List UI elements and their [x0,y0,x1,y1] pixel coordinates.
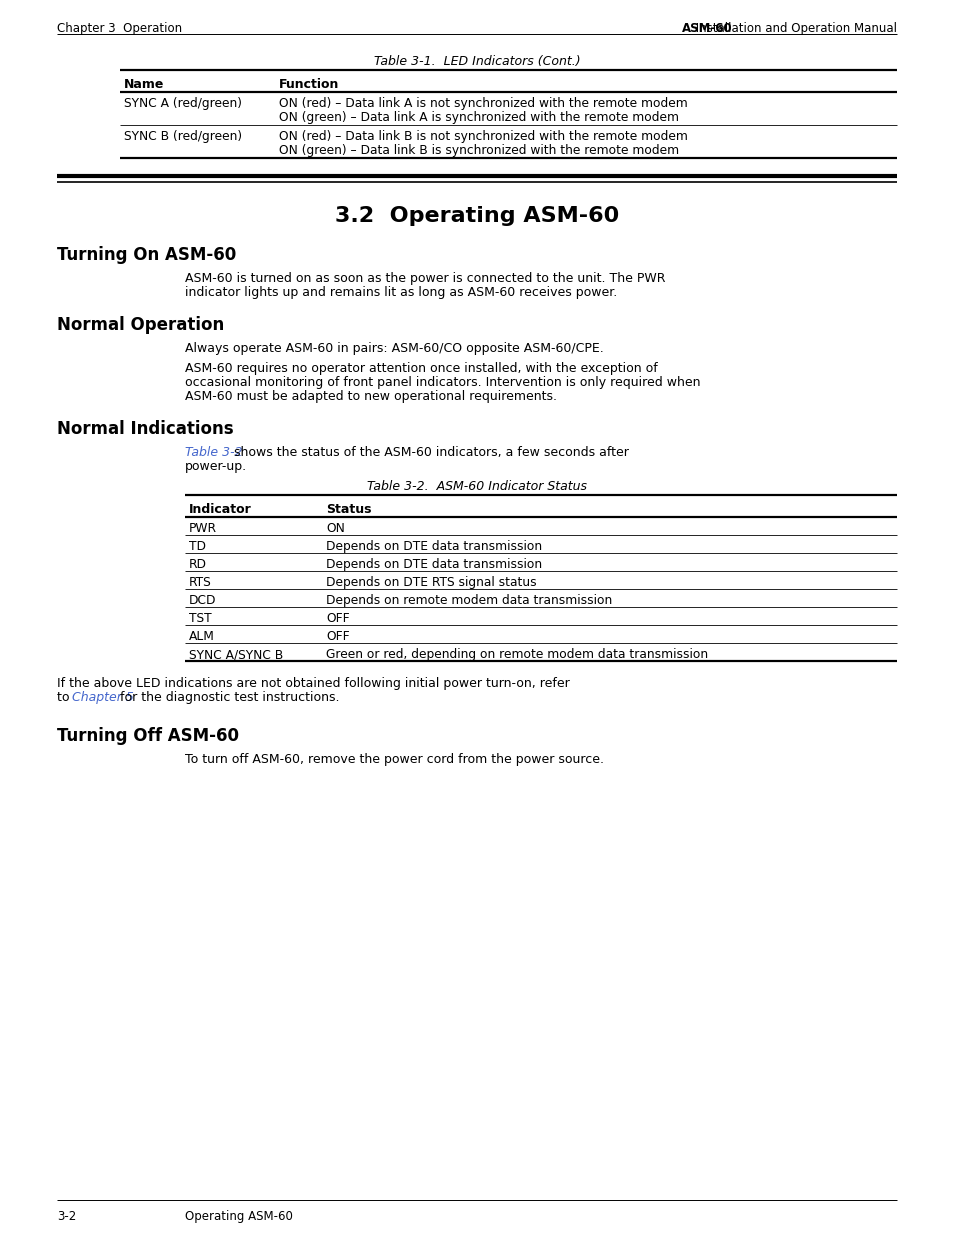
Text: RTS: RTS [189,576,212,589]
Text: ON (green) – Data link A is synchronized with the remote modem: ON (green) – Data link A is synchronized… [278,111,679,124]
Text: SYNC A (red/green): SYNC A (red/green) [124,98,242,110]
Text: ON (green) – Data link B is synchronized with the remote modem: ON (green) – Data link B is synchronized… [278,144,679,157]
Text: TD: TD [189,540,206,553]
Text: Chapter 3  Operation: Chapter 3 Operation [57,22,182,35]
Text: Table 3-2: Table 3-2 [185,446,242,459]
Text: Depends on DTE data transmission: Depends on DTE data transmission [326,558,541,571]
Text: Green or red, depending on remote modem data transmission: Green or red, depending on remote modem … [326,648,707,661]
Text: Normal Indications: Normal Indications [57,420,233,438]
Text: ASM-60 requires no operator attention once installed, with the exception of: ASM-60 requires no operator attention on… [185,362,657,375]
Text: Depends on DTE data transmission: Depends on DTE data transmission [326,540,541,553]
Text: SYNC B (red/green): SYNC B (red/green) [124,130,242,143]
Text: Turning Off ASM-60: Turning Off ASM-60 [57,727,239,745]
Text: to: to [57,692,73,704]
Text: If the above LED indications are not obtained following initial power turn-on, r: If the above LED indications are not obt… [57,677,569,690]
Text: TST: TST [189,613,212,625]
Text: ASM-60: ASM-60 [680,22,731,35]
Text: RD: RD [189,558,207,571]
Text: occasional monitoring of front panel indicators. Intervention is only required w: occasional monitoring of front panel ind… [185,375,700,389]
Text: shows the status of the ASM-60 indicators, a few seconds after: shows the status of the ASM-60 indicator… [231,446,629,459]
Text: Table 3-1.  LED Indicators (Cont.): Table 3-1. LED Indicators (Cont.) [374,56,579,68]
Text: ALM: ALM [189,630,214,643]
Text: for the diagnostic test instructions.: for the diagnostic test instructions. [115,692,339,704]
Text: SYNC A/SYNC B: SYNC A/SYNC B [189,648,283,661]
Text: 3.2  Operating ASM-60: 3.2 Operating ASM-60 [335,206,618,226]
Text: 3-2: 3-2 [57,1210,76,1223]
Text: DCD: DCD [189,594,216,606]
Text: Always operate ASM-60 in pairs: ASM-60/CO opposite ASM-60/CPE.: Always operate ASM-60 in pairs: ASM-60/C… [185,342,603,354]
Text: power-up.: power-up. [185,459,247,473]
Text: ON (red) – Data link B is not synchronized with the remote modem: ON (red) – Data link B is not synchroniz… [278,130,687,143]
Text: Operating ASM-60: Operating ASM-60 [185,1210,293,1223]
Text: Turning On ASM-60: Turning On ASM-60 [57,246,236,264]
Text: Function: Function [278,78,339,91]
Text: Indicator: Indicator [189,503,252,516]
Text: OFF: OFF [326,630,349,643]
Text: indicator lights up and remains lit as long as ASM-60 receives power.: indicator lights up and remains lit as l… [185,287,617,299]
Text: Depends on DTE RTS signal status: Depends on DTE RTS signal status [326,576,536,589]
Text: Installation and Operation Manual: Installation and Operation Manual [691,22,896,35]
Text: Chapter 5: Chapter 5 [71,692,133,704]
Text: Status: Status [326,503,371,516]
Text: ON: ON [326,522,345,535]
Text: OFF: OFF [326,613,349,625]
Text: Depends on remote modem data transmission: Depends on remote modem data transmissio… [326,594,612,606]
Text: Table 3-2.  ASM-60 Indicator Status: Table 3-2. ASM-60 Indicator Status [367,480,586,493]
Text: ON (red) – Data link A is not synchronized with the remote modem: ON (red) – Data link A is not synchroniz… [278,98,687,110]
Text: PWR: PWR [189,522,216,535]
Text: ASM-60 is turned on as soon as the power is connected to the unit. The PWR: ASM-60 is turned on as soon as the power… [185,272,665,285]
Text: To turn off ASM-60, remove the power cord from the power source.: To turn off ASM-60, remove the power cor… [185,753,603,766]
Text: Name: Name [124,78,164,91]
Text: ASM-60 must be adapted to new operational requirements.: ASM-60 must be adapted to new operationa… [185,390,557,403]
Text: Normal Operation: Normal Operation [57,316,224,333]
